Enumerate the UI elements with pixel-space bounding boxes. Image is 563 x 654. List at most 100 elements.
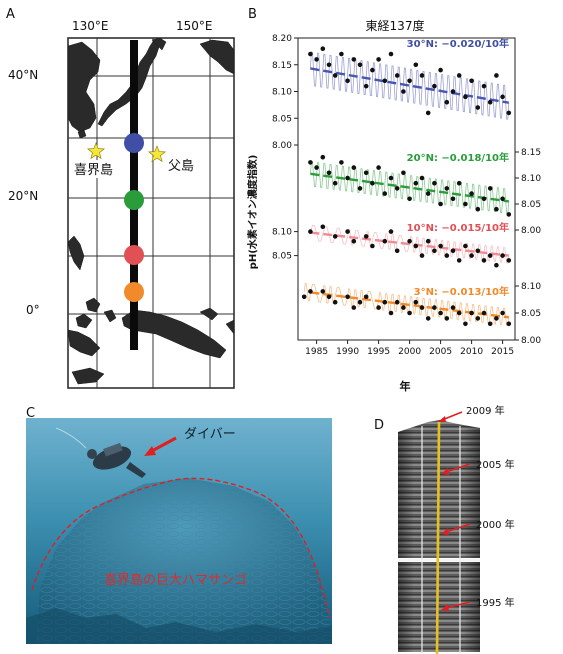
panel-d-letter: D xyxy=(374,418,385,433)
series-3n-point xyxy=(432,305,437,310)
series-10n-label: 10°N: −0.015/10年 xyxy=(407,221,509,234)
series-3n-point xyxy=(438,310,443,316)
station-20n-marker xyxy=(124,190,144,210)
series-20n-label: 20°N: −0.018/10年 xyxy=(407,151,509,164)
y-tick-label-20n: 8.10 xyxy=(521,174,541,184)
series-10n-point xyxy=(345,229,350,234)
series-20n-point xyxy=(326,170,332,176)
series-10n-point xyxy=(456,258,462,263)
series-30n-point xyxy=(308,51,313,57)
series-20n-point xyxy=(425,191,431,196)
series-10n-point xyxy=(320,224,326,230)
series-10n-point xyxy=(500,253,505,258)
chart-xlabel: 年 xyxy=(400,379,411,393)
series-30n-point xyxy=(506,110,512,116)
series-3n-point xyxy=(413,299,419,305)
series-20n-seasonal-line xyxy=(310,161,510,214)
y-tick-label-20n: 8.05 xyxy=(521,200,541,210)
series-30n-point xyxy=(463,94,468,100)
panel-d-xray: 2009 年 2005 年 2000 年 1995 年 xyxy=(358,398,563,654)
chichijima-star-icon xyxy=(147,145,167,163)
series-3n-point xyxy=(463,321,468,327)
series-20n-point xyxy=(469,191,474,196)
series-3n-point xyxy=(419,305,425,310)
series-20n-point xyxy=(382,191,388,196)
series-3n-point xyxy=(376,305,381,310)
series-30n-point xyxy=(407,78,412,84)
series-30n-point xyxy=(314,57,319,62)
series-20n-point xyxy=(475,206,481,212)
series-10n-point xyxy=(363,234,369,239)
series-3n-point xyxy=(301,294,307,300)
y-tick-label-30n: 8.00 xyxy=(272,141,292,151)
panel-c-letter: C xyxy=(26,406,36,421)
coral-core-xray-image: 2009 年 2005 年 2000 年 1995 年 xyxy=(398,404,515,654)
station-3n-marker xyxy=(124,282,144,302)
series-20n-point xyxy=(487,186,493,191)
series-30n-point xyxy=(419,73,425,78)
series-30n-point xyxy=(481,83,487,89)
chart-plot-area: 8.00 8.05 8.10 8.15 8.20 30°N: −0.020/10年 8.00… xyxy=(272,34,541,357)
series-20n-point xyxy=(438,201,443,207)
series-30n-point xyxy=(475,105,481,110)
lat-label-40n: 40°N xyxy=(8,68,38,82)
chichijima-label: 父島 xyxy=(168,159,194,174)
y-tick-label-30n: 8.15 xyxy=(272,61,292,71)
series-20n-point xyxy=(320,154,326,160)
series-30n-point xyxy=(339,51,344,57)
y-tick-label-30n: 8.10 xyxy=(272,88,292,98)
series-3n-point xyxy=(332,299,338,305)
panel-b-chart: B 東経137度 pH(水素イオン濃度指数) 年 8.00 8.05 8.10 8.1… xyxy=(246,7,541,393)
x-tick-label: 2005 xyxy=(429,347,452,357)
series-20n-point xyxy=(401,170,406,176)
series-10n-point xyxy=(494,262,499,268)
series-20n-point xyxy=(432,180,437,186)
series-10n-point xyxy=(407,238,412,244)
series-30n-point xyxy=(394,73,400,78)
series-10n-point xyxy=(332,234,338,239)
series-3n-point xyxy=(487,321,493,327)
series-3n-point xyxy=(425,316,431,321)
series-3n-point xyxy=(469,310,474,316)
year-label-2005: 2005 年 xyxy=(476,458,515,471)
series-20n-point xyxy=(357,186,363,191)
series-20n-point xyxy=(444,186,450,191)
series-10n-point xyxy=(370,243,375,249)
series-3n-point xyxy=(351,305,357,310)
series-30n-point xyxy=(376,57,381,62)
series-20n-point xyxy=(394,186,400,191)
series-3n-point xyxy=(320,289,326,294)
series-20n-point xyxy=(456,180,462,186)
series-30n-point xyxy=(382,78,388,84)
lat-label-0: 0° xyxy=(26,303,40,317)
series-30n-point xyxy=(332,73,338,78)
series-3n-point xyxy=(394,299,400,305)
chart-title: 東経137度 xyxy=(366,18,425,33)
series-10n-point xyxy=(382,238,388,244)
x-tick-label: 1990 xyxy=(336,347,359,357)
series-20n-point xyxy=(345,175,350,181)
chart-frame xyxy=(297,37,516,341)
diver-arrow-icon xyxy=(144,436,177,456)
panel-b-letter: B xyxy=(248,7,257,22)
series-3n-point xyxy=(382,299,388,305)
x-tick-label: 1985 xyxy=(305,347,328,357)
series-3n-point xyxy=(357,299,363,305)
series-20n-point xyxy=(506,212,512,217)
series-30n-point xyxy=(320,46,326,51)
series-30n-point xyxy=(432,83,437,89)
x-tick-label: 2015 xyxy=(491,347,514,357)
chart-ylabel: pH(水素イオン濃度指数) xyxy=(246,155,259,270)
series-20n-point xyxy=(388,175,394,181)
series-3n-point xyxy=(475,316,481,321)
series-20n-point xyxy=(314,165,319,170)
series-20n-point xyxy=(419,175,425,181)
series-20n-trend-line xyxy=(310,172,509,203)
series-30n-point xyxy=(425,110,431,116)
series-3n-point xyxy=(407,310,412,316)
lat-label-20n: 20°N xyxy=(8,189,38,203)
series-10n-point xyxy=(388,229,394,234)
series-30n-point xyxy=(363,83,369,89)
series-20n-point xyxy=(494,206,499,212)
x-tick-label: 2000 xyxy=(398,347,421,357)
